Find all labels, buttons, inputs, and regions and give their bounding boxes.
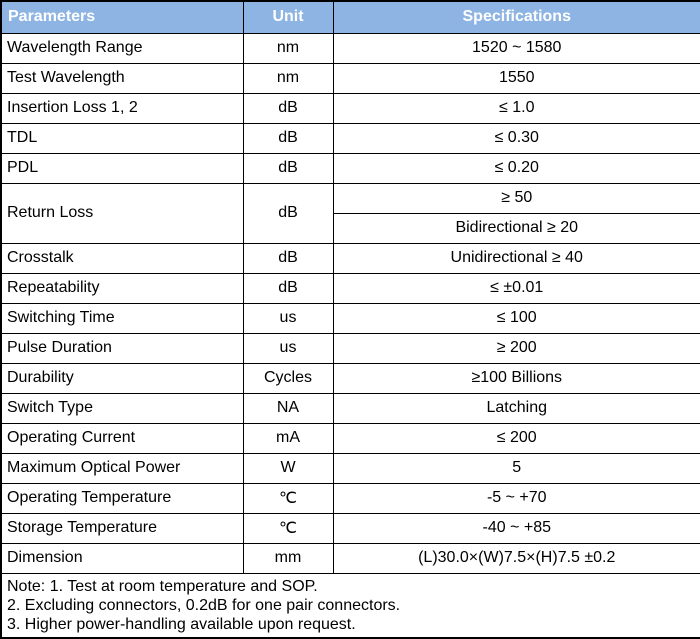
- table-footer: Note: 1. Test at room temperature and SO…: [0, 572, 700, 638]
- spec-cell: ≥100 Billions: [332, 362, 700, 394]
- notes-cell: Note: 1. Test at room temperature and SO…: [0, 572, 700, 638]
- spec-cell: -40 ~ +85: [332, 512, 700, 544]
- param-cell: Insertion Loss 1, 2: [0, 92, 244, 124]
- param-cell: Wavelength Range: [0, 32, 244, 64]
- spec-cell: Unidirectional ≥ 40: [332, 242, 700, 274]
- unit-cell: ℃: [242, 482, 334, 514]
- param-cell: Maximum Optical Power: [0, 452, 244, 484]
- spec-cell: 1520 ~ 1580: [332, 32, 700, 64]
- unit-cell: ℃: [242, 512, 334, 544]
- table-row: Switch Type NA Latching: [0, 392, 700, 424]
- unit-cell: us: [242, 302, 334, 334]
- param-cell: Switch Type: [0, 392, 244, 424]
- spec-cell: 5: [332, 452, 700, 484]
- table-row: TDL dB ≤ 0.30: [0, 122, 700, 154]
- table-row: Durability Cycles ≥100 Billions: [0, 362, 700, 394]
- param-cell: Test Wavelength: [0, 62, 244, 94]
- table-header: Parameters Unit Specifications: [0, 0, 700, 34]
- unit-cell: dB: [242, 152, 334, 184]
- unit-cell: dB: [242, 242, 334, 274]
- unit-cell: mA: [242, 422, 334, 454]
- param-cell: Operating Current: [0, 422, 244, 454]
- table-row: PDL dB ≤ 0.20: [0, 152, 700, 184]
- unit-cell: us: [242, 332, 334, 364]
- spec-cell: ≤ 0.30: [332, 122, 700, 154]
- table-row: Insertion Loss 1, 2 dB ≤ 1.0: [0, 92, 700, 124]
- param-cell: Storage Temperature: [0, 512, 244, 544]
- spec-cell: 1550: [332, 62, 700, 94]
- table-row: Test Wavelength nm 1550: [0, 62, 700, 94]
- unit-cell: dB: [242, 182, 334, 244]
- param-cell: Operating Temperature: [0, 482, 244, 514]
- spec-cell: Bidirectional ≥ 20: [332, 212, 700, 244]
- table-row: Repeatability dB ≤ ±0.01: [0, 272, 700, 304]
- table-row: Operating Current mA ≤ 200: [0, 422, 700, 454]
- unit-cell: dB: [242, 122, 334, 154]
- spec-cell: (L)30.0×(W)7.5×(H)7.5 ±0.2: [332, 542, 700, 574]
- param-cell: PDL: [0, 152, 244, 184]
- spec-cell: Latching: [332, 392, 700, 424]
- unit-cell: nm: [242, 62, 334, 94]
- table-row: Pulse Duration us ≥ 200: [0, 332, 700, 364]
- spec-cell: -5 ~ +70: [332, 482, 700, 514]
- note-line-3: 3. Higher power-handling available upon …: [7, 615, 356, 633]
- param-cell: Crosstalk: [0, 242, 244, 274]
- unit-cell: nm: [242, 32, 334, 64]
- param-cell: Pulse Duration: [0, 332, 244, 364]
- unit-cell: NA: [242, 392, 334, 424]
- notes-row: Note: 1. Test at room temperature and SO…: [0, 572, 700, 638]
- note-line-2: 2. Excluding connectors, 0.2dB for one p…: [7, 596, 401, 614]
- spec-cell: ≤ 0.20: [332, 152, 700, 184]
- table-row: Storage Temperature ℃ -40 ~ +85: [0, 512, 700, 544]
- spec-cell: ≤ ±0.01: [332, 272, 700, 304]
- spec-cell: ≤ 1.0: [332, 92, 700, 124]
- spec-cell: ≥ 50: [332, 182, 700, 214]
- header-parameters: Parameters: [0, 0, 244, 34]
- unit-cell: Cycles: [242, 362, 334, 394]
- header-unit: Unit: [242, 0, 334, 34]
- param-cell: Repeatability: [0, 272, 244, 304]
- param-cell: Durability: [0, 362, 244, 394]
- unit-cell: dB: [242, 272, 334, 304]
- header-row: Parameters Unit Specifications: [0, 0, 700, 34]
- header-specifications: Specifications: [332, 0, 700, 34]
- table-row: Maximum Optical Power W 5: [0, 452, 700, 484]
- table-row: Switching Time us ≤ 100: [0, 302, 700, 334]
- param-cell: Dimension: [0, 542, 244, 574]
- note-line-1: Note: 1. Test at room temperature and SO…: [7, 577, 318, 595]
- unit-cell: W: [242, 452, 334, 484]
- table-body: Wavelength Range nm 1520 ~ 1580 Test Wavele…: [0, 32, 700, 574]
- table-row: Wavelength Range nm 1520 ~ 1580: [0, 32, 700, 64]
- param-cell: TDL: [0, 122, 244, 154]
- param-cell: Switching Time: [0, 302, 244, 334]
- table-row: Dimension mm (L)30.0×(W)7.5×(H)7.5 ±0.2: [0, 542, 700, 574]
- table-row: Return Loss dB ≥ 50: [0, 182, 700, 244]
- unit-cell: mm: [242, 542, 334, 574]
- table-row: Crosstalk dB Unidirectional ≥ 40: [0, 242, 700, 274]
- spec-cell: ≤ 100: [332, 302, 700, 334]
- param-cell: Return Loss: [0, 182, 244, 244]
- spec-cell: ≥ 200: [332, 332, 700, 364]
- spec-cell: ≤ 200: [332, 422, 700, 454]
- table-row: Operating Temperature ℃ -5 ~ +70: [0, 482, 700, 514]
- table-row: Bidirectional ≥ 20: [1, 212, 700, 244]
- unit-cell: dB: [242, 92, 334, 124]
